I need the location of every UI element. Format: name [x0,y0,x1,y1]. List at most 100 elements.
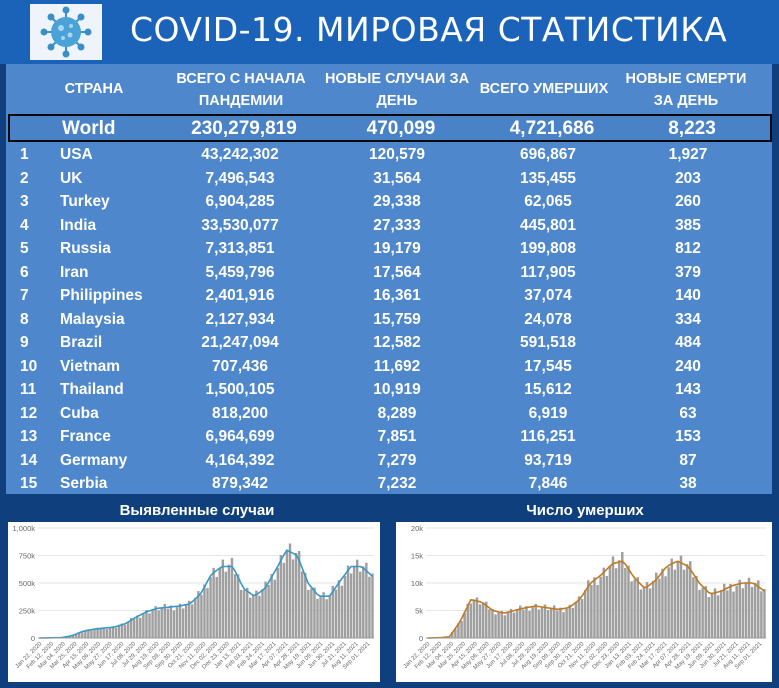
bar [522,609,525,638]
bar [719,590,723,638]
row-deaths: 37,074 [524,287,572,304]
bar [763,589,766,638]
table-row: 4 India 33,530,077 27,333 445,801 385 [6,215,772,239]
bar [258,595,261,638]
table-row: 10 Vietnam 707,436 11,692 17,545 240 [6,356,772,380]
bar [512,612,516,638]
bar [285,550,289,638]
row-rank: 7 [20,287,29,304]
row-new: 31,564 [373,169,421,187]
y-tick-label: 250k [19,607,36,616]
row-new-deaths: 260 [675,193,701,210]
bar [583,590,587,638]
bar [753,582,757,638]
bar [215,576,218,638]
bar [267,584,270,638]
table-row: 7 Philippines 2,401,916 16,361 37,074 140 [6,285,772,309]
row-country: Vietnam [60,357,121,375]
bar [294,552,298,638]
bar [621,552,624,638]
row-country: France [60,428,111,445]
bar [466,603,469,638]
bar [494,614,497,638]
y-tick-label: 20k [411,524,423,533]
bar [108,627,112,638]
bar [716,595,720,638]
bar [685,564,689,638]
bar [203,584,206,638]
bar [322,592,325,638]
row-rank: 4 [20,216,29,234]
bar [206,588,209,638]
y-tick-label: 15k [411,552,423,561]
bar [757,580,760,638]
bar [163,603,166,638]
row-total: 707,436 [211,357,269,375]
series-line [39,549,374,639]
row-new-deaths: 379 [675,263,701,281]
bar [255,590,258,638]
row-rank: 11 [20,381,37,398]
row-country: Turkey [60,193,110,210]
bar [252,595,255,638]
row-rank: 8 [20,310,29,328]
bar [264,581,267,638]
row-total: 2,401,916 [205,287,275,304]
bar [184,604,188,638]
bar [197,591,200,638]
row-deaths: 135,455 [519,169,577,187]
bar [81,632,84,638]
row-country: Malaysia [60,310,125,328]
row-new: 8,289 [377,404,417,422]
row-new-deaths: 153 [675,428,701,445]
bar [74,634,78,638]
row-country: Germany [60,451,128,469]
deaths-chart: 0 5k 10k 15k 20k Jan 22, 2020 Feb 12, 2020 Mar … [396,522,772,682]
charts-section: Выявленные случаи Число умерших 0 250k 500… [0,494,779,688]
bar [565,608,568,638]
bar [460,620,463,638]
bar [580,598,584,638]
row-deaths: 62,065 [524,193,572,210]
bar [642,587,646,638]
row-total: 21,247,094 [201,334,279,351]
table-row: 12 Cuba 818,200 8,289 6,919 63 [6,403,772,427]
row-rank: 1 [20,146,29,163]
bar [368,576,371,638]
bar [288,543,292,638]
bar [236,574,240,638]
bar [549,607,553,638]
bar [707,597,711,638]
table-row: 5 Russia 7,313,851 19,179 199,808 812 [6,238,772,262]
bar [191,604,194,638]
row-rank: 10 [20,357,38,375]
world-deaths: 4,721,686 [509,118,595,139]
table-row: 1 USA 43,242,302 120,579 696,867 1,927 [6,144,772,168]
bar [475,597,479,638]
row-new: 19,179 [373,240,421,257]
row-country: Iran [60,263,89,281]
bar [178,603,182,638]
table-row: 8 Malaysia 2,127,934 15,759 24,078 334 [6,309,772,333]
bar [627,565,630,638]
bar [568,604,571,638]
row-rank: 15 [20,475,38,492]
bar [212,567,215,638]
bar [478,604,482,638]
bar [676,561,680,638]
bar [682,569,686,638]
world-label: World [62,118,116,139]
bar [692,577,695,638]
bar [221,559,225,638]
row-new: 15,759 [373,310,421,328]
column-header-total: ВСЕГО С НАЧАЛА ПАНДЕМИИ [176,71,306,109]
row-new-deaths: 240 [675,357,701,375]
bar [349,573,353,638]
row-new-deaths: 334 [675,310,701,328]
coronavirus-icon [30,4,102,60]
row-total: 4,164,392 [205,451,275,469]
bar [590,585,593,638]
y-tick-label: 500k [19,579,36,588]
